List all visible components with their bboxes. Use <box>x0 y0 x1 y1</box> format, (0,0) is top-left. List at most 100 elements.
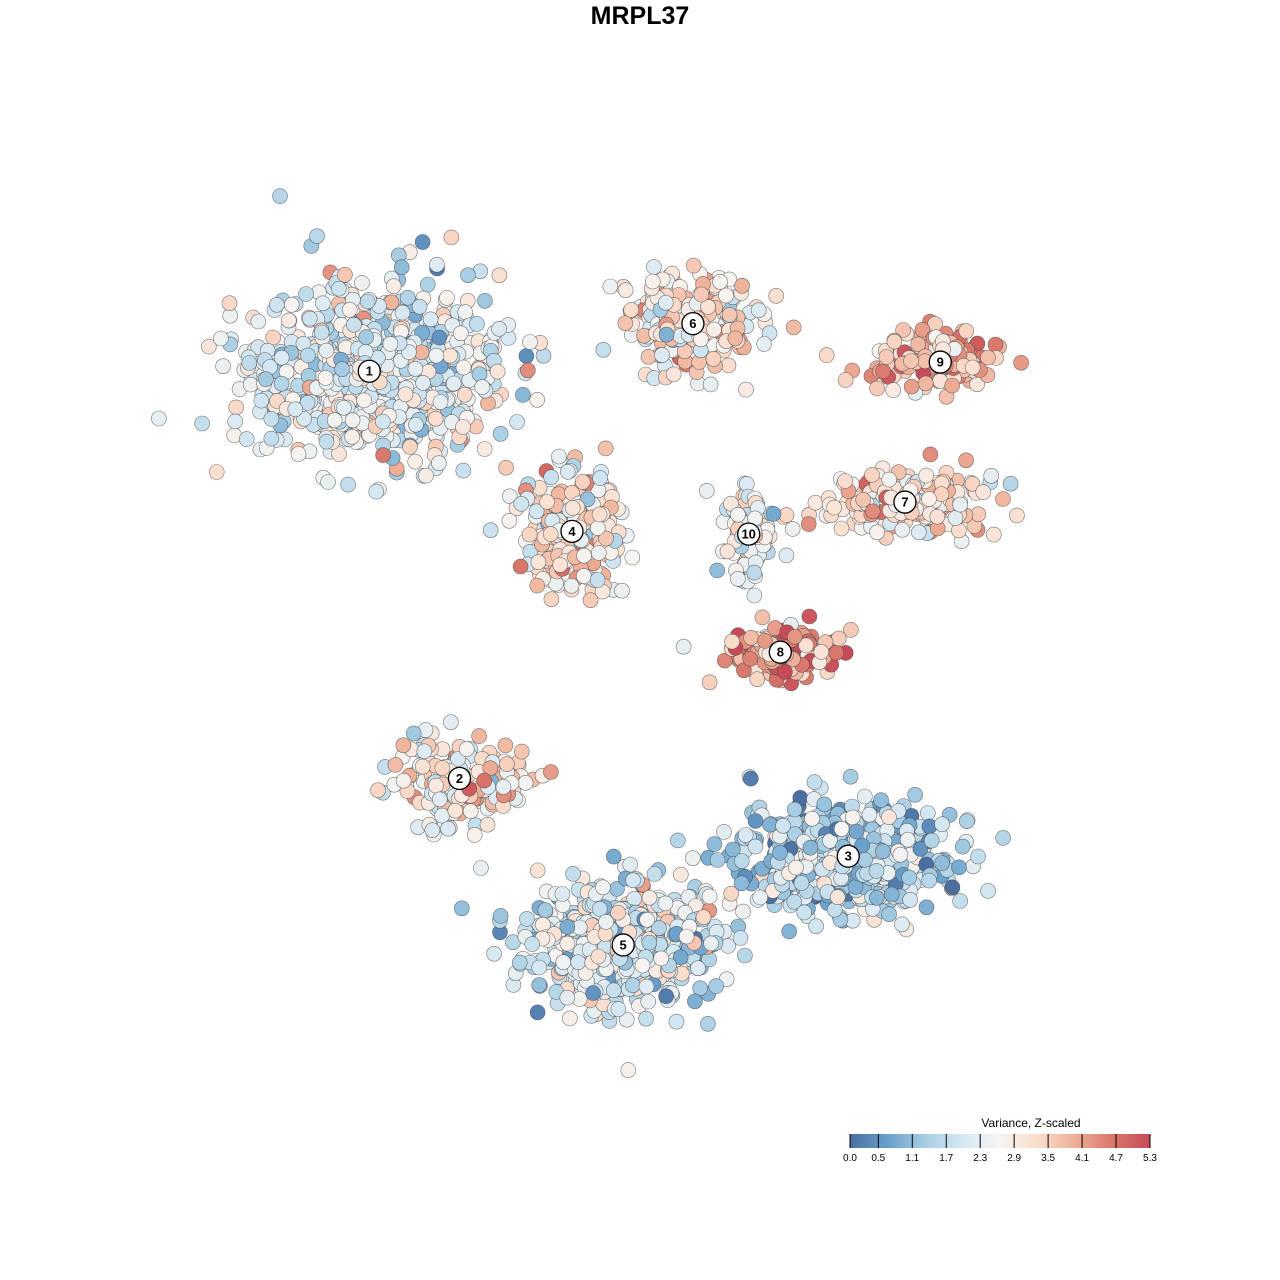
cell-point <box>585 985 601 1001</box>
cell-point <box>238 431 255 447</box>
cell-point <box>551 448 567 465</box>
cell-point <box>428 347 445 364</box>
cell-point <box>559 989 576 1006</box>
cell-point <box>951 859 967 876</box>
cell-point <box>829 889 846 906</box>
cell-point <box>754 609 771 626</box>
cell-point <box>318 342 335 359</box>
cell-point <box>393 259 410 276</box>
cell-point <box>414 234 431 250</box>
cell-point <box>443 714 459 731</box>
cell-point <box>958 452 974 469</box>
color-legend: Variance, Z-scaled 0.0 0.5 1.1 1.7 2.3 2.9 3.5… <box>843 1116 1157 1164</box>
cell-point <box>672 866 689 883</box>
cell-point <box>786 893 803 910</box>
cell-point <box>644 273 661 290</box>
cell-point <box>730 570 746 587</box>
cell-point <box>595 341 612 358</box>
cell-point <box>489 363 506 380</box>
cell-point <box>980 883 996 899</box>
cell-point <box>639 911 655 928</box>
cluster-label-10: 10 <box>737 522 761 546</box>
cell-point <box>638 978 655 995</box>
cell-point <box>641 889 658 906</box>
cluster-label-text: 2 <box>456 771 463 786</box>
cell-point <box>341 301 358 318</box>
cell-point <box>786 628 803 645</box>
cell-point <box>709 562 726 579</box>
cell-point <box>273 349 290 366</box>
cluster-label-3: 3 <box>836 844 860 868</box>
cell-point <box>434 760 451 776</box>
cell-point <box>855 491 872 508</box>
cell-point <box>411 298 428 315</box>
cell-point <box>793 875 810 891</box>
cell-point <box>952 893 968 909</box>
cell-point <box>471 728 487 744</box>
cell-point <box>427 410 444 427</box>
cell-point <box>806 774 823 790</box>
cell-point <box>625 977 641 994</box>
cell-point <box>970 848 986 865</box>
cell-point <box>358 329 375 346</box>
cell-point <box>501 512 518 529</box>
cell-point <box>881 471 898 488</box>
cell-point <box>687 993 703 1010</box>
cell-point <box>499 756 515 772</box>
cell-point <box>1009 507 1025 524</box>
cell-point <box>194 415 210 432</box>
cell-point <box>537 902 554 918</box>
cell-point <box>368 483 385 500</box>
cluster-label-text: 9 <box>937 355 944 370</box>
cell-point <box>552 557 568 573</box>
cell-point <box>575 568 592 584</box>
cell-point <box>574 474 591 490</box>
cell-point <box>497 737 514 754</box>
cell-point <box>822 832 838 849</box>
cell-point <box>614 582 630 599</box>
cell-point <box>439 290 455 306</box>
cell-point <box>702 376 719 393</box>
cell-point <box>228 399 244 416</box>
cell-point <box>314 295 331 312</box>
cell-point <box>918 467 935 484</box>
cell-point <box>418 467 434 484</box>
cell-point <box>724 633 740 650</box>
cell-point <box>482 522 499 539</box>
cell-point <box>460 267 476 284</box>
cell-point <box>733 875 750 892</box>
cell-point <box>921 872 937 889</box>
cell-point <box>1013 354 1029 371</box>
cell-point <box>598 914 614 930</box>
cell-point <box>263 411 280 427</box>
cell-point <box>419 276 436 293</box>
cell-point <box>752 889 769 906</box>
cell-point <box>356 392 372 409</box>
cell-point <box>716 824 732 840</box>
cell-point <box>775 817 791 834</box>
cell-point <box>734 277 750 294</box>
cluster-label-1: 1 <box>357 359 381 383</box>
cell-point <box>476 772 493 789</box>
cell-point <box>492 425 509 442</box>
cell-point <box>842 622 859 638</box>
cell-point <box>700 1015 716 1032</box>
cell-point <box>995 491 1011 507</box>
cell-point <box>844 809 861 826</box>
cell-point <box>513 495 530 512</box>
cell-point <box>529 862 546 879</box>
cell-point <box>576 547 592 564</box>
cell-point <box>535 347 552 364</box>
cell-point <box>692 980 709 997</box>
cell-point <box>772 844 788 861</box>
cell-point <box>720 357 737 374</box>
cluster-label-marker <box>768 640 792 664</box>
cluster-label-marker <box>357 359 381 383</box>
cell-point <box>529 1004 546 1021</box>
cell-point <box>818 347 835 363</box>
cluster-label-8: 8 <box>768 640 792 664</box>
cell-point <box>958 323 975 339</box>
cluster-labels-layer: 1 2 3 4 5 6 7 8 9 10 <box>357 312 952 957</box>
cell-point <box>518 348 535 364</box>
